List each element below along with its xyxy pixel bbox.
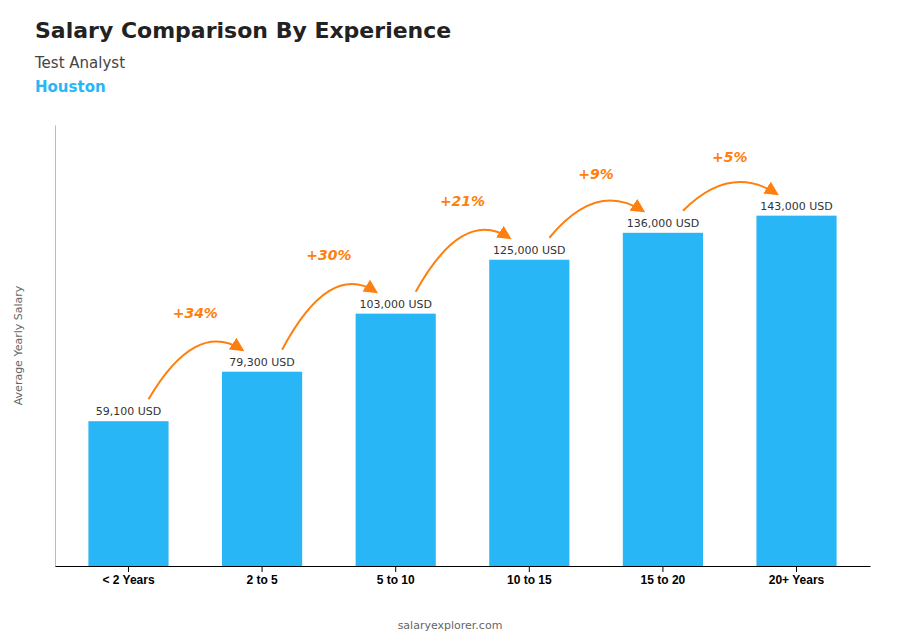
- bar: [623, 233, 703, 566]
- bars: [88, 216, 836, 566]
- bar: [88, 421, 168, 566]
- x-tick: 2 to 5: [246, 566, 278, 587]
- x-tick-label: 15 to 20: [641, 573, 686, 587]
- change-label: +30%: [306, 247, 351, 263]
- x-tick-label: 2 to 5: [246, 573, 278, 587]
- change-arrow: [149, 341, 243, 399]
- bar: [356, 314, 436, 566]
- bar: [756, 216, 836, 566]
- change-label: +9%: [578, 166, 614, 182]
- annotations: +34% +30% +21% +9% +5%: [149, 149, 777, 400]
- chart-container: Salary Comparison By Experience Test Anal…: [0, 0, 900, 641]
- data-label: 79,300 USD: [229, 356, 295, 369]
- data-label: 125,000 USD: [493, 244, 566, 257]
- change-arrow: [282, 284, 376, 350]
- x-tick-label: 20+ Years: [769, 573, 825, 587]
- x-tick-mark: [128, 566, 129, 572]
- y-axis-line: [55, 126, 56, 567]
- x-tick-mark: [395, 566, 396, 572]
- data-labels: 59,100 USD 79,300 USD 103,000 USD 125,000 U…: [96, 200, 833, 419]
- data-label: 59,100 USD: [96, 405, 162, 418]
- x-tick: 5 to 10: [377, 566, 415, 587]
- y-axis-title: Average Yearly Salary: [12, 285, 25, 405]
- y-axis: [55, 126, 56, 567]
- plot: < 2 Years 2 to 5 5 to 10 10 to 15 15 to 20 20…: [56, 126, 871, 587]
- x-tick-label: 5 to 10: [377, 573, 415, 587]
- change-label: +21%: [440, 193, 485, 209]
- bar: [489, 260, 569, 566]
- data-label: 103,000 USD: [359, 298, 432, 311]
- subtitle: Houston: [35, 78, 106, 96]
- change-arrow: [416, 230, 510, 292]
- bar: [222, 372, 302, 566]
- x-tick: < 2 Years: [102, 566, 154, 587]
- data-label: 143,000 USD: [760, 200, 833, 213]
- x-tick-mark: [662, 566, 663, 572]
- change-arrow: [549, 200, 643, 237]
- x-axis-line: [56, 566, 871, 567]
- x-tick: 15 to 20: [641, 566, 686, 587]
- change-label: +5%: [712, 149, 748, 165]
- change-label: +34%: [173, 305, 218, 321]
- data-label: 136,000 USD: [627, 217, 700, 230]
- x-tick: 20+ Years: [769, 566, 825, 587]
- chart-svg: Salary Comparison By Experience Test Anal…: [0, 0, 900, 641]
- subtitle: Test Analyst: [34, 54, 125, 72]
- x-tick-mark: [529, 566, 530, 572]
- x-tick-mark: [796, 566, 797, 572]
- title: Salary Comparison By Experience: [35, 18, 451, 43]
- change-arrow: [683, 182, 777, 211]
- x-axis: < 2 Years 2 to 5 5 to 10 10 to 15 15 to 20 20…: [56, 566, 871, 587]
- x-tick-label: 10 to 15: [507, 573, 552, 587]
- footer: salaryexplorer.com: [398, 619, 503, 632]
- x-tick: 10 to 15: [507, 566, 552, 587]
- x-tick-label: < 2 Years: [102, 573, 154, 587]
- x-tick-mark: [262, 566, 263, 572]
